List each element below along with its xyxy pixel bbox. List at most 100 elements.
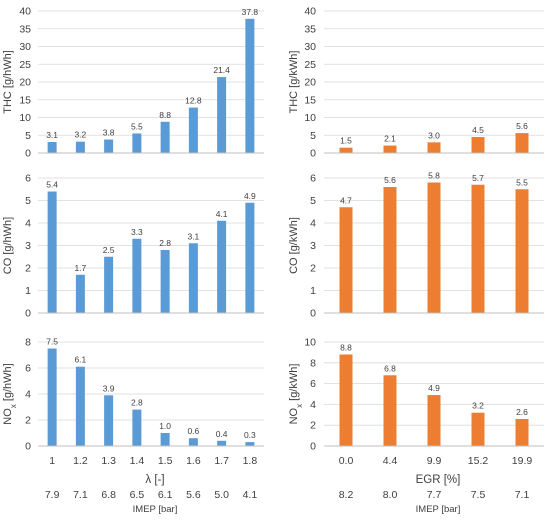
bar: [217, 440, 227, 446]
bar: [132, 409, 142, 446]
bar: [217, 220, 227, 313]
y-tick-label: 0: [310, 441, 316, 453]
bar: [104, 395, 114, 446]
y-axis-label: NOx [g/hWh]: [2, 363, 18, 424]
bar: [515, 189, 529, 313]
data-label: 12.8: [185, 96, 202, 106]
data-label: 4.9: [244, 191, 256, 201]
y-tick-label: 0: [25, 148, 31, 160]
x-tick-label: 1: [49, 455, 55, 467]
y-tick-label: 5: [310, 130, 316, 142]
bar: [471, 412, 485, 446]
y-tick-label: 15: [304, 94, 316, 106]
bar: [245, 202, 255, 313]
y-tick-label: 15: [19, 94, 31, 106]
imep-value: 7.1: [515, 489, 530, 501]
data-label: 37.8: [242, 7, 259, 17]
data-label: 2.8: [131, 398, 143, 408]
bar: [160, 121, 170, 153]
y-tick-label: 25: [19, 59, 31, 71]
bar: [132, 238, 142, 313]
y-tick-label: 6: [310, 173, 316, 185]
y-tick-label: 0: [310, 308, 316, 320]
data-label: 21.4: [213, 65, 230, 75]
data-label: 2.5: [103, 245, 115, 255]
data-label: 1.5: [340, 136, 352, 146]
data-label: 3.9: [103, 383, 115, 393]
y-tick-label: 4: [25, 389, 31, 401]
bar: [471, 184, 485, 313]
data-label: 3.2: [472, 401, 484, 411]
y-tick-label: 30: [19, 41, 31, 53]
data-label: 5.8: [428, 171, 440, 181]
imep-value: 6.8: [101, 489, 116, 501]
bar: [188, 243, 198, 313]
y-tick-label: 0: [25, 441, 31, 453]
bar: [383, 145, 397, 153]
bar: [383, 375, 397, 446]
data-label: 3.8: [103, 128, 115, 138]
y-tick-label: 6: [25, 173, 31, 185]
data-label: 0.6: [187, 426, 199, 436]
x-tick-label: 9.9: [427, 455, 442, 467]
y-tick-label: 5: [25, 130, 31, 142]
data-label: 6.8: [384, 363, 396, 373]
y-tick-label: 0: [310, 148, 316, 160]
y-axis-label: CO [g/kWh]: [288, 217, 300, 274]
data-label: 5.6: [384, 175, 396, 185]
bar: [339, 207, 353, 313]
bar: [160, 250, 170, 313]
bar: [104, 256, 114, 313]
bar: [217, 77, 227, 153]
imep-value: 7.7: [427, 489, 442, 501]
x-axis-label: EGR [%]: [416, 474, 461, 486]
bar: [383, 187, 397, 313]
data-label: 1.0: [159, 421, 171, 431]
bar: [245, 442, 255, 446]
data-label: 5.5: [131, 121, 143, 131]
y-tick-label: 5: [310, 195, 316, 207]
x-tick-label: 1.7: [214, 455, 229, 467]
data-label: 5.4: [46, 180, 58, 190]
data-label: 3.1: [46, 130, 58, 140]
data-label: 8.8: [340, 342, 352, 352]
data-label: 3.2: [74, 130, 86, 140]
bar: [339, 147, 353, 153]
y-tick-label: 2: [310, 420, 316, 432]
y-tick-label: 1: [310, 285, 316, 297]
y-tick-label: 35: [304, 23, 316, 35]
y-tick-label: 20: [19, 77, 31, 89]
x-tick-label: 4.4: [383, 455, 398, 467]
bar: [188, 107, 198, 153]
y-tick-label: 25: [304, 59, 316, 71]
x-tick-label: 15.2: [468, 455, 489, 467]
data-label: 3.1: [187, 231, 199, 241]
x-tick-label: 1.3: [101, 455, 116, 467]
bar: [427, 142, 441, 153]
imep-value: 8.2: [339, 489, 354, 501]
bar: [339, 354, 353, 446]
imep-value: 5.6: [186, 489, 201, 501]
imep-value: 7.9: [45, 489, 60, 501]
imep-value: 5.0: [214, 489, 229, 501]
data-label: 8.8: [159, 110, 171, 120]
bar: [75, 274, 85, 313]
bar: [245, 18, 255, 154]
bar: [471, 137, 485, 153]
y-tick-label: 1: [25, 285, 31, 297]
data-label: 4.1: [216, 209, 228, 219]
x-tick-label: 1.4: [130, 455, 145, 467]
data-label: 2.6: [516, 407, 528, 417]
y-tick-label: 2: [25, 263, 31, 275]
bar: [47, 141, 57, 153]
y-tick-label: 8: [310, 357, 316, 369]
data-label: 2.1: [384, 134, 396, 144]
y-axis-label: NOx [g/kWh]: [288, 364, 304, 425]
y-tick-label: 40: [19, 6, 31, 18]
bar: [47, 191, 57, 313]
data-label: 4.7: [340, 195, 352, 205]
x-tick-label: 1.8: [243, 455, 258, 467]
data-label: 5.7: [472, 173, 484, 183]
y-tick-label: 3: [310, 240, 316, 252]
